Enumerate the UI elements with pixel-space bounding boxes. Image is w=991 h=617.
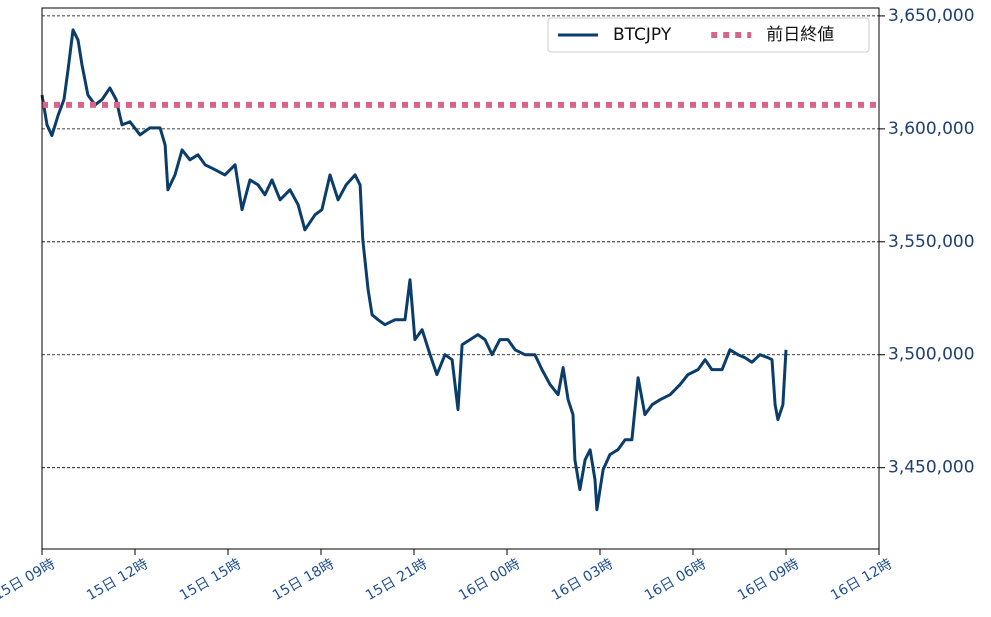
x-tick-label: 16日 06時 (642, 556, 709, 604)
x-tick-label: 16日 03時 (549, 556, 616, 604)
y-tick-label: 3,500,000 (888, 345, 975, 365)
legend-label: 前日終値 (766, 25, 834, 45)
plot-frame (41, 7, 880, 550)
legend-box (547, 17, 870, 53)
x-tick-label: 15日 18時 (270, 556, 337, 604)
x-tick-label: 15日 12時 (84, 556, 151, 604)
y-tick-label: 3,450,000 (888, 458, 975, 478)
x-tick-label: 16日 09時 (735, 556, 802, 604)
x-tick-label: 15日 21時 (363, 556, 430, 604)
y-tick-label: 3,650,000 (888, 6, 975, 26)
x-tick-label: 15日 09時 (0, 556, 58, 604)
x-tick-label: 15日 15時 (177, 556, 244, 604)
x-tick-label: 16日 12時 (828, 556, 895, 604)
legend: BTCJPY 前日終値 (547, 17, 870, 53)
legend-label: BTCJPY (613, 25, 672, 45)
y-tick-label: 3,550,000 (888, 232, 975, 252)
price-line (40, 28, 788, 512)
y-tick-label: 3,600,000 (888, 119, 975, 139)
x-tick-label: 16日 00時 (456, 556, 523, 604)
